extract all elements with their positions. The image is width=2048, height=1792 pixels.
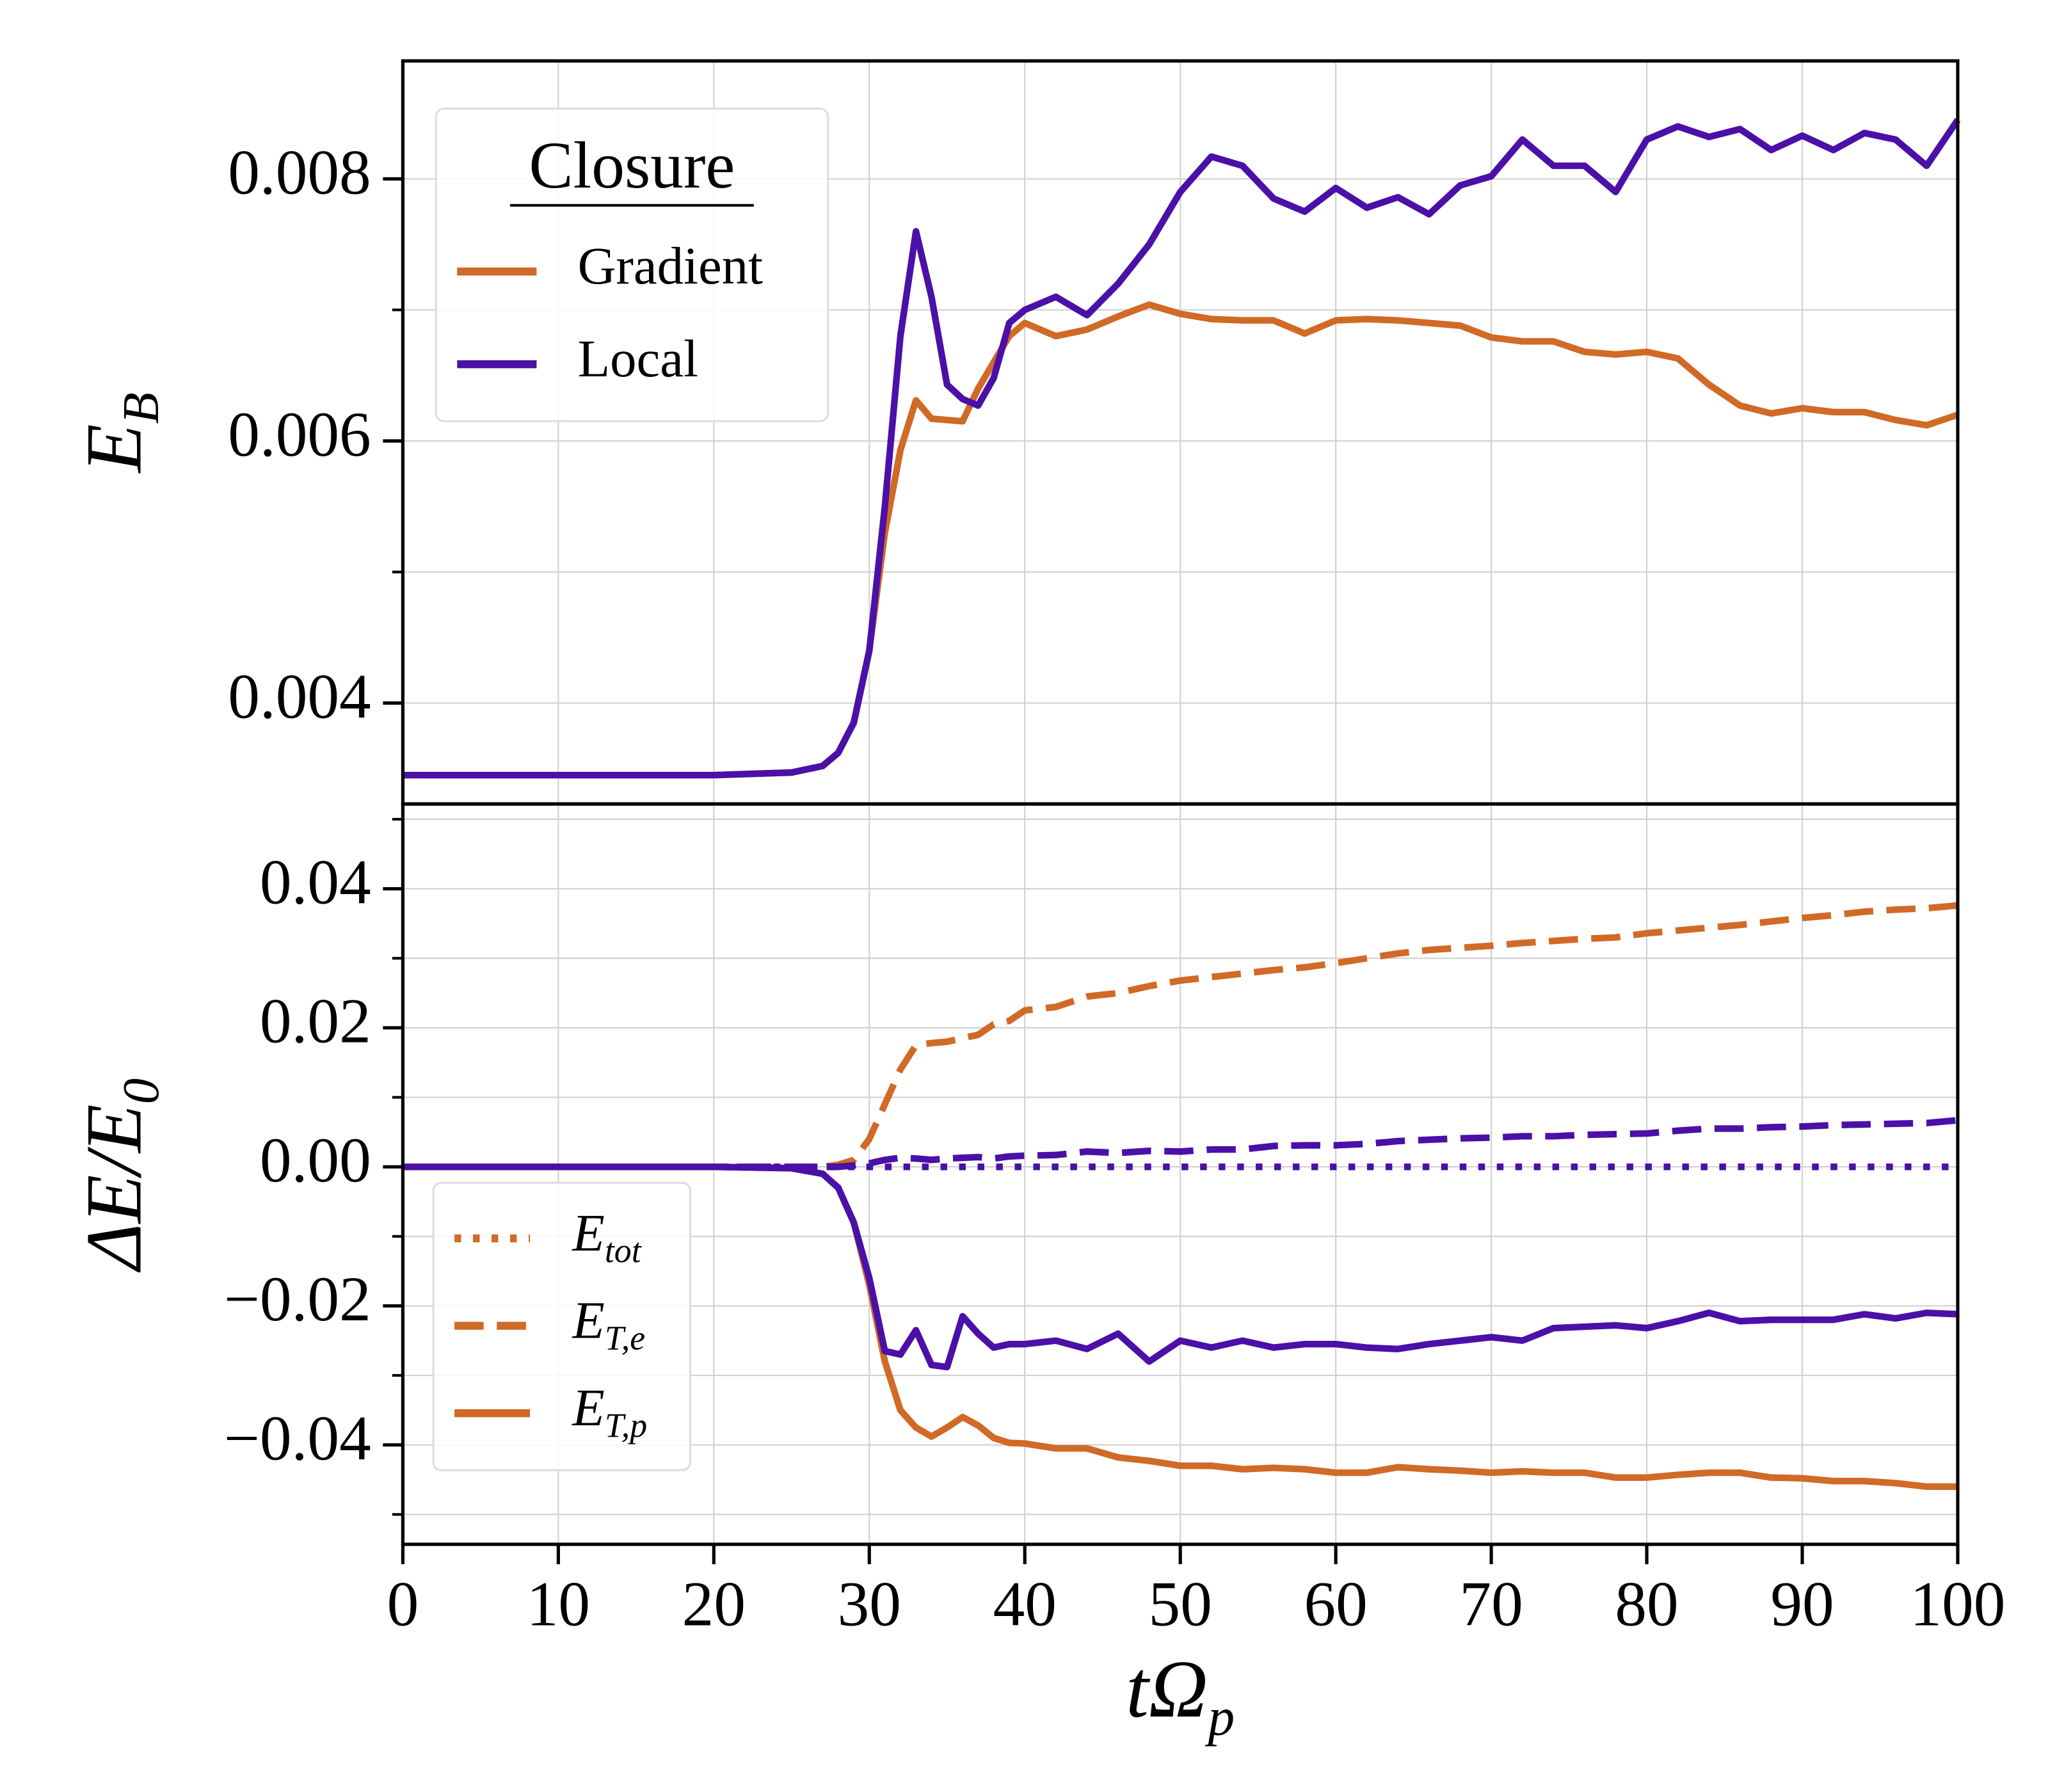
x-tick-label: 0 (387, 1569, 419, 1639)
y-tick-label: 0.004 (228, 661, 371, 732)
legend-title: Closure (529, 129, 735, 202)
x-tick-label: 100 (1910, 1569, 2005, 1639)
x-tick-label: 40 (993, 1569, 1057, 1639)
legend-label: Gradient (578, 236, 764, 295)
y-tick-label: 0.008 (228, 137, 371, 207)
legend-label: ET,p (572, 1378, 647, 1444)
legend-label: Etot (572, 1203, 642, 1270)
series-line (403, 902, 1958, 1171)
x-tick-label: 30 (838, 1569, 901, 1639)
y-axis-label-main: ΔE/E (69, 1104, 157, 1273)
x-tick-label: 80 (1615, 1569, 1678, 1639)
x-axis-label-main: tΩ (1126, 1644, 1208, 1735)
x-axis-label: tΩp (1126, 1644, 1235, 1747)
series-line (403, 118, 1961, 779)
y-axis-label-main: E (69, 424, 157, 474)
x-axis-label-sub: p (1205, 1688, 1235, 1747)
legend-label-sub: T,p (605, 1406, 647, 1444)
legend-label-main: E (572, 1203, 605, 1262)
y-tick-label: 0.00 (260, 1125, 371, 1196)
x-tick-label: 70 (1459, 1569, 1523, 1639)
series-line (403, 1164, 1958, 1371)
legend-box (432, 1181, 692, 1471)
legend-label-main: E (572, 1378, 605, 1437)
y-tick-label: 0.006 (228, 399, 371, 470)
y-axis-label: ΔE/E0 (69, 1078, 169, 1273)
y-tick-label: −0.02 (224, 1264, 371, 1334)
y-tick-label: −0.04 (224, 1403, 371, 1473)
y-axis-label-sub: B (112, 392, 169, 424)
x-tick-label: 50 (1149, 1569, 1212, 1639)
legend-label-main: E (572, 1291, 605, 1350)
legend-label-sub: tot (605, 1231, 643, 1270)
x-tick-label: 90 (1770, 1569, 1834, 1639)
x-tick-label: 10 (527, 1569, 590, 1639)
y-axis-label: EB (69, 392, 169, 474)
legend-box (435, 108, 829, 422)
legend-label: Local (578, 329, 698, 388)
x-tick-label: 60 (1304, 1569, 1367, 1639)
y-tick-label: 0.04 (260, 847, 371, 917)
legend-label: ET,e (572, 1291, 645, 1357)
y-axis-label-sub: 0 (112, 1078, 169, 1104)
y-tick-label: 0.02 (260, 986, 371, 1057)
legend-label-sub: T,e (605, 1319, 645, 1357)
x-tick-label: 20 (682, 1569, 746, 1639)
